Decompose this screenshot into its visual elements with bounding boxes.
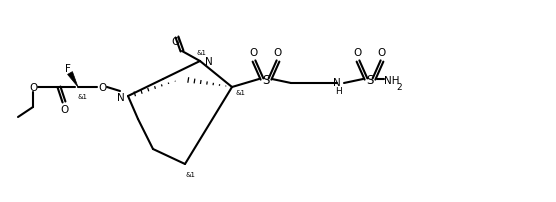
Text: NH: NH xyxy=(384,76,400,86)
Text: O: O xyxy=(274,48,282,58)
Polygon shape xyxy=(68,72,78,87)
Text: &1: &1 xyxy=(235,89,245,96)
Text: O: O xyxy=(171,37,179,47)
Text: N: N xyxy=(117,93,125,102)
Text: O: O xyxy=(378,48,386,58)
Text: O: O xyxy=(354,48,362,58)
Text: O: O xyxy=(250,48,258,58)
Text: S: S xyxy=(366,73,374,86)
Text: 2: 2 xyxy=(396,83,401,92)
Text: O: O xyxy=(29,83,37,93)
Text: N: N xyxy=(333,78,341,87)
Text: S: S xyxy=(262,73,270,86)
Text: &1: &1 xyxy=(196,50,206,56)
Text: O: O xyxy=(98,83,106,93)
Text: &1: &1 xyxy=(77,94,87,100)
Text: N: N xyxy=(205,57,213,67)
Text: F: F xyxy=(65,64,71,74)
Text: &1: &1 xyxy=(185,171,195,177)
Text: O: O xyxy=(60,104,68,115)
Text: H: H xyxy=(335,87,341,96)
